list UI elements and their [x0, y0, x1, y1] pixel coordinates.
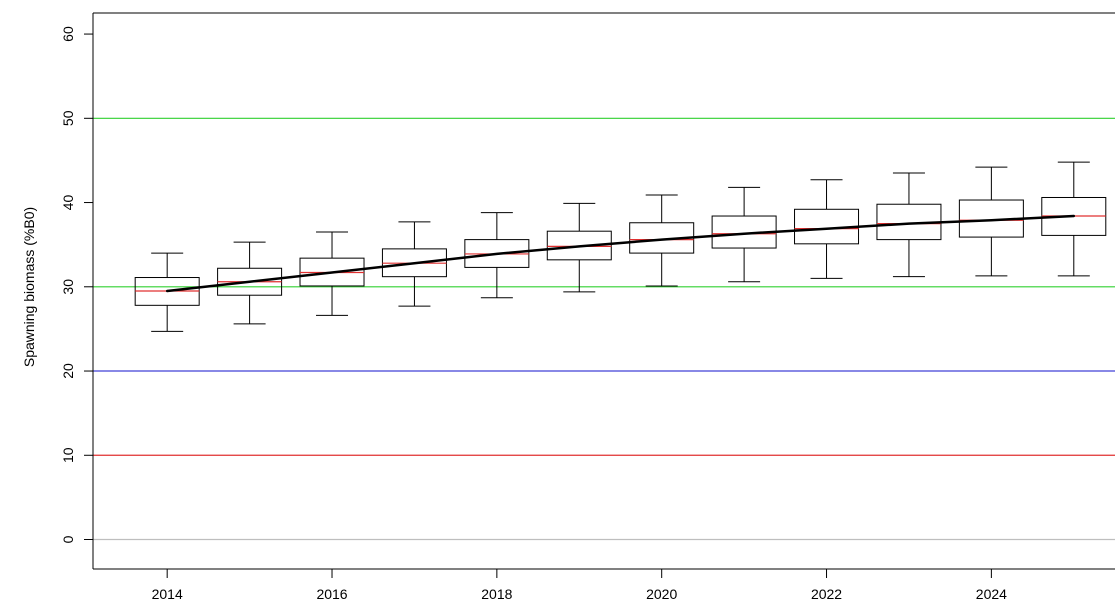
y-tick-label-10: 10: [60, 447, 76, 463]
x-tick-label-2014: 2014: [152, 586, 183, 602]
x-tick-label-2020: 2020: [646, 586, 677, 602]
reference-lines: [93, 117, 1115, 541]
trend-line: [165, 214, 1076, 293]
y-tick-label-50: 50: [60, 110, 76, 126]
y-tick-label-30: 30: [60, 279, 76, 295]
y-tick-label-40: 40: [60, 195, 76, 211]
axes: [92, 12, 1115, 570]
y-axis-ticks: 0 10 20 30 40 50 60: [60, 26, 93, 543]
trend-line-group: [165, 214, 1076, 293]
y-tick-label-60: 60: [60, 26, 76, 42]
x-tick-label-2018: 2018: [481, 586, 512, 602]
boxplot-2015: [217, 241, 283, 325]
x-tick-label-2016: 2016: [316, 586, 347, 602]
boxplot-2017: [381, 221, 447, 307]
y-tick-label-20: 20: [60, 363, 76, 379]
boxplots: [134, 161, 1107, 332]
x-tick-label-2024: 2024: [976, 586, 1007, 602]
y-axis-title: Spawning biomass (%B0): [21, 207, 37, 367]
box-iqr: [546, 230, 612, 261]
y-tick-label-0: 0: [60, 535, 76, 543]
x-tick-label-2022: 2022: [811, 586, 842, 602]
boxplot-2025: [1041, 161, 1107, 277]
x-axis-ticks: 2014 2016 2018 2020 2022 2024: [152, 569, 1007, 602]
boxplot-2019: [546, 202, 612, 293]
boxplot-2014: [134, 252, 200, 332]
